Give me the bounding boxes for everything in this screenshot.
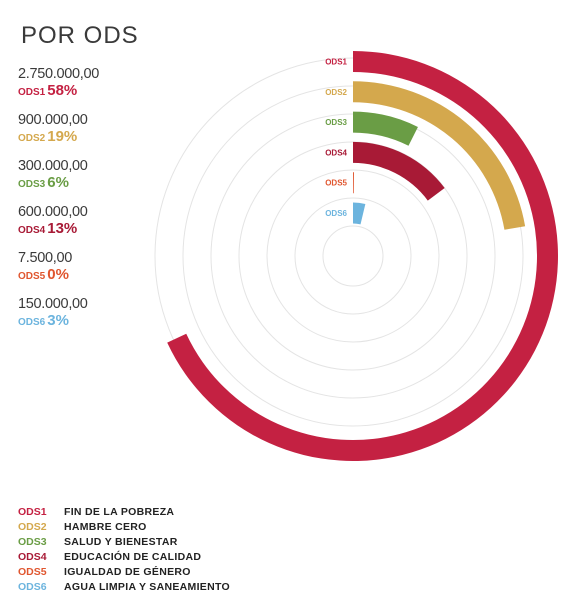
bar-ods6 — [353, 202, 366, 225]
stat-amount: 600.000,00 — [18, 204, 88, 220]
bar-label-ods3: ODS3 — [325, 118, 347, 127]
bar-ods5 — [353, 172, 354, 194]
legend-item-ods3: ODS3 SALUD Y BIENESTAR — [18, 534, 230, 549]
stat-code: ODS2 — [18, 133, 46, 144]
bar-label-ods6: ODS6 — [325, 209, 347, 218]
page-title: POR ODS — [21, 22, 139, 49]
stat-percent: 6% — [47, 174, 69, 191]
grid-ring — [294, 197, 412, 315]
legend-code: ODS6 — [18, 580, 47, 593]
stat-ods3: 300.000,00 ODS3 6% — [18, 158, 188, 204]
legend-item-ods4: ODS4 EDUCACIÓN DE CALIDAD — [18, 549, 230, 564]
stat-code: ODS5 — [18, 271, 46, 282]
bar-label-ods5: ODS5 — [325, 179, 347, 188]
legend-item-ods2: ODS2 HAMBRE CERO — [18, 519, 230, 534]
stat-amount: 150.000,00 — [18, 296, 88, 312]
bar-ods3 — [353, 111, 418, 146]
legend-item-ods5: ODS5 IGUALDAD DE GÉNERO — [18, 564, 230, 579]
legend-code: ODS5 — [18, 565, 47, 578]
legend-code: ODS1 — [18, 505, 47, 518]
legend-code: ODS3 — [18, 535, 47, 548]
legend-name: EDUCACIÓN DE CALIDAD — [64, 550, 202, 563]
stat-ods6: 150.000,00 ODS6 3% — [18, 296, 188, 342]
stat-ods2: 900.000,00 ODS2 19% — [18, 112, 188, 158]
stat-code: ODS6 — [18, 317, 46, 328]
grid-ring — [266, 169, 440, 343]
stat-amount: 900.000,00 — [18, 112, 88, 128]
stat-ods4: 600.000,00 ODS4 13% — [18, 204, 188, 250]
stat-amount: 2.750.000,00 — [18, 66, 100, 82]
chart-labels: ODS1 ODS2 ODS3 ODS4 ODS5 ODS6 — [325, 58, 347, 219]
stat-amount: 300.000,00 — [18, 158, 88, 174]
legend-name: IGUALDAD DE GÉNERO — [64, 565, 191, 578]
bar-ods2 — [353, 81, 526, 230]
grid-ring — [322, 225, 384, 287]
legend: ODS1 FIN DE LA POBREZA ODS2 HAMBRE CERO OD… — [18, 504, 230, 594]
legend-name: AGUA LIMPIA Y SANEAMIENTO — [64, 580, 230, 593]
legend-name: HAMBRE CERO — [64, 520, 147, 533]
bar-label-ods2: ODS2 — [325, 88, 347, 97]
legend-item-ods1: ODS1 FIN DE LA POBREZA — [18, 504, 230, 519]
stat-ods5: 7.500,00 ODS5 0% — [18, 250, 188, 296]
stat-code: ODS3 — [18, 179, 46, 190]
stat-percent: 58% — [47, 82, 78, 99]
legend-name: SALUD Y BIENESTAR — [64, 535, 178, 548]
stat-percent: 0% — [47, 266, 69, 283]
stat-percent: 3% — [47, 312, 69, 329]
stat-percent: 19% — [47, 128, 78, 145]
legend-name: FIN DE LA POBREZA — [64, 505, 175, 518]
bar-ods4 — [353, 141, 445, 201]
stat-ods1: 2.750.000,00 ODS1 58% — [18, 66, 188, 112]
stat-percent: 13% — [47, 220, 78, 237]
legend-code: ODS4 — [18, 550, 47, 563]
legend-item-ods6: ODS6 AGUA LIMPIA Y SANEAMIENTO — [18, 579, 230, 594]
stat-code: ODS1 — [18, 87, 46, 98]
chart-bars — [167, 51, 558, 461]
stat-amount: 7.500,00 — [18, 250, 73, 266]
stat-code: ODS4 — [18, 225, 46, 236]
stats-list: 2.750.000,00 ODS1 58% 900.000,00 ODS2 19% … — [18, 66, 188, 342]
legend-code: ODS2 — [18, 520, 47, 533]
bar-label-ods1: ODS1 — [325, 58, 347, 67]
bar-label-ods4: ODS4 — [325, 148, 347, 157]
